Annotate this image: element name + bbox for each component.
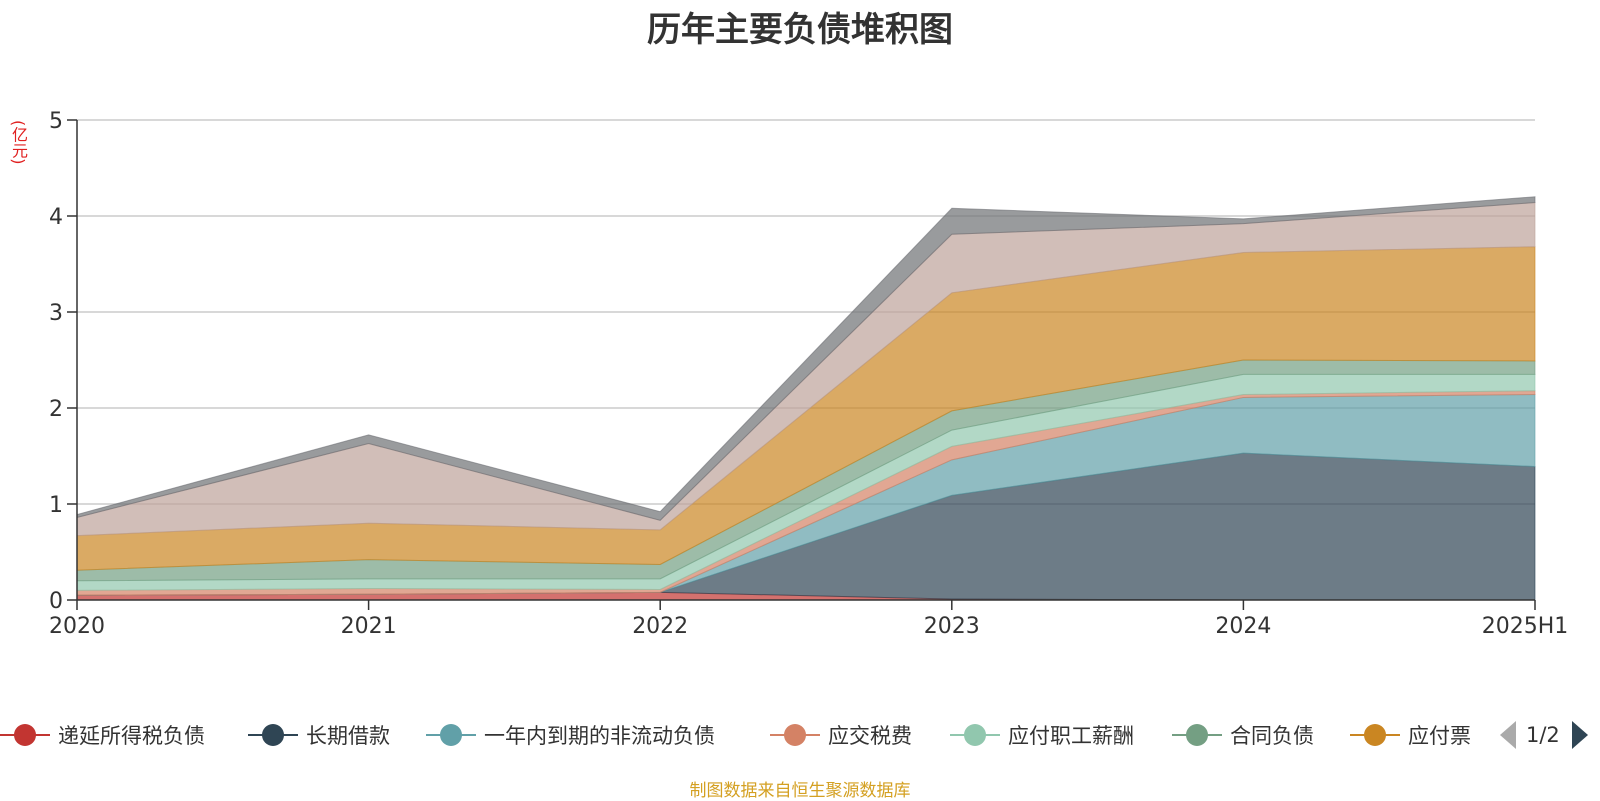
legend-symbol-icon bbox=[0, 718, 50, 752]
legend-symbol-icon bbox=[248, 718, 298, 752]
legend-label: 一年内到期的非流动负债 bbox=[484, 724, 715, 748]
legend-label: 应付职工薪酬 bbox=[1008, 724, 1134, 748]
legend-item[interactable]: 一年内到期的非流动负债 bbox=[426, 718, 715, 752]
area-series bbox=[76, 196, 1536, 601]
y-axis-unit-label: (亿元) bbox=[9, 120, 28, 165]
y-tick-label: 4 bbox=[49, 205, 63, 230]
legend-symbol-icon bbox=[950, 718, 1000, 752]
legend-item[interactable]: 应付票 bbox=[1350, 718, 1471, 752]
legend-symbol-icon bbox=[426, 718, 476, 752]
x-tick-label: 2022 bbox=[632, 614, 688, 639]
legend-item[interactable]: 递延所得税负债 bbox=[0, 718, 205, 752]
y-tick-label: 1 bbox=[49, 493, 63, 518]
legend-label: 合同负债 bbox=[1230, 724, 1314, 748]
legend-item[interactable]: 长期借款 bbox=[248, 718, 390, 752]
x-tick-label: 2025H1 bbox=[1482, 614, 1569, 639]
legend-item[interactable]: 应交税费 bbox=[770, 718, 912, 752]
y-tick-label: 0 bbox=[49, 589, 63, 614]
legend-item[interactable]: 合同负债 bbox=[1172, 718, 1314, 752]
x-tick-label: 2024 bbox=[1215, 614, 1271, 639]
x-tick-label: 2021 bbox=[341, 614, 397, 639]
area-series-8[interactable] bbox=[76, 196, 1536, 521]
legend-symbol-icon bbox=[770, 718, 820, 752]
legend: 递延所得税负债 长期借款 一年内到期的非流动负债 应交税费 应付职工薪酬 合同负债 应付票 bbox=[0, 718, 1600, 752]
y-tick-label: 5 bbox=[49, 109, 63, 134]
legend-prev-arrow-icon[interactable] bbox=[1500, 721, 1516, 749]
legend-label: 应付票 bbox=[1408, 724, 1471, 748]
legend-label: 递延所得税负债 bbox=[58, 724, 205, 748]
legend-symbol-icon bbox=[1172, 718, 1222, 752]
source-note: 制图数据来自恒生聚源数据库 bbox=[689, 781, 911, 801]
legend-page-indicator: 1/2 bbox=[1526, 723, 1560, 747]
stacked-area-chart: 0 1 2 3 4 5 2020 2021 2022 2023 2024 2025H1 bbox=[49, 109, 1568, 639]
y-tick-label: 2 bbox=[49, 397, 63, 422]
legend-item[interactable]: 应付职工薪酬 bbox=[950, 718, 1134, 752]
y-tick-label: 3 bbox=[49, 301, 63, 326]
axes: 0 1 2 3 4 5 2020 2021 2022 2023 2024 2025H1 bbox=[49, 109, 1568, 639]
legend-pager: 1/2 bbox=[1500, 718, 1588, 752]
legend-label: 应交税费 bbox=[828, 724, 912, 748]
x-tick-label: 2020 bbox=[49, 614, 105, 639]
legend-label: 长期借款 bbox=[306, 724, 390, 748]
x-tick-label: 2023 bbox=[924, 614, 980, 639]
chart-title: 历年主要负债堆积图 bbox=[647, 10, 953, 50]
legend-symbol-icon bbox=[1350, 718, 1400, 752]
legend-next-arrow-icon[interactable] bbox=[1571, 721, 1588, 749]
